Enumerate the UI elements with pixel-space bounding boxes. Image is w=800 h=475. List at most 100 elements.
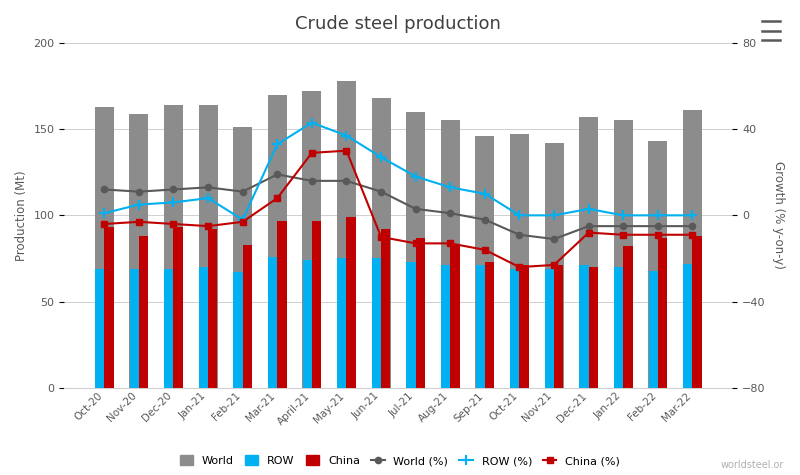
- Bar: [234, 272, 242, 388]
- ROW (%): [238, 217, 247, 222]
- Bar: [519, 266, 529, 388]
- Bar: [545, 143, 563, 388]
- Bar: [302, 260, 312, 388]
- World (%): [342, 178, 351, 184]
- ROW (%): [203, 195, 213, 201]
- Bar: [441, 266, 450, 388]
- Bar: [164, 269, 174, 388]
- China (%): [273, 195, 282, 201]
- Bar: [198, 267, 208, 388]
- Text: worldsteel.or: worldsteel.or: [721, 460, 784, 470]
- World (%): [203, 184, 213, 190]
- ROW (%): [169, 200, 178, 205]
- Bar: [683, 264, 693, 388]
- ROW (%): [480, 191, 490, 197]
- ROW (%): [134, 202, 144, 208]
- China (%): [134, 219, 144, 225]
- World (%): [273, 171, 282, 177]
- World (%): [653, 223, 662, 229]
- China (%): [169, 221, 178, 227]
- World (%): [376, 189, 386, 194]
- Bar: [693, 236, 702, 388]
- Bar: [406, 112, 425, 388]
- China (%): [307, 150, 317, 156]
- Bar: [510, 269, 519, 388]
- ROW (%): [653, 212, 662, 218]
- ROW (%): [411, 174, 421, 180]
- ROW (%): [376, 154, 386, 160]
- ROW (%): [688, 212, 698, 218]
- Bar: [450, 245, 460, 388]
- China (%): [446, 240, 455, 246]
- ROW (%): [446, 184, 455, 190]
- Bar: [337, 258, 346, 388]
- China (%): [688, 232, 698, 238]
- Bar: [614, 267, 623, 388]
- Bar: [174, 228, 183, 388]
- Bar: [416, 238, 425, 388]
- Bar: [485, 262, 494, 388]
- ROW (%): [618, 212, 628, 218]
- Bar: [441, 121, 460, 388]
- World (%): [411, 206, 421, 212]
- World (%): [550, 236, 559, 242]
- Bar: [623, 247, 633, 388]
- ROW (%): [550, 212, 559, 218]
- Bar: [649, 271, 658, 388]
- Bar: [475, 266, 485, 388]
- Bar: [164, 105, 183, 388]
- World (%): [688, 223, 698, 229]
- ROW (%): [514, 212, 524, 218]
- Bar: [302, 91, 322, 388]
- World (%): [238, 189, 247, 194]
- China (%): [618, 232, 628, 238]
- Bar: [372, 258, 381, 388]
- ROW (%): [307, 120, 317, 125]
- World (%): [307, 178, 317, 184]
- China (%): [480, 247, 490, 253]
- China (%): [550, 262, 559, 268]
- Bar: [94, 107, 114, 388]
- Bar: [475, 136, 494, 388]
- Bar: [242, 245, 252, 388]
- Bar: [579, 266, 589, 388]
- World (%): [618, 223, 628, 229]
- China (%): [238, 219, 247, 225]
- World (%): [480, 217, 490, 222]
- World (%): [169, 187, 178, 192]
- Line: ROW (%): ROW (%): [99, 118, 698, 225]
- Bar: [406, 262, 416, 388]
- China (%): [411, 240, 421, 246]
- World (%): [446, 210, 455, 216]
- Legend: World, ROW, China, World (%), ROW (%), China (%): World, ROW, China, World (%), ROW (%), C…: [177, 452, 623, 469]
- ROW (%): [584, 206, 594, 212]
- Line: China (%): China (%): [101, 148, 695, 270]
- Bar: [371, 98, 390, 388]
- Title: Crude steel production: Crude steel production: [295, 15, 502, 33]
- Bar: [381, 229, 390, 388]
- Bar: [139, 236, 148, 388]
- Bar: [233, 127, 252, 388]
- China (%): [342, 148, 351, 153]
- ROW (%): [342, 133, 351, 138]
- Bar: [589, 267, 598, 388]
- Bar: [658, 238, 667, 388]
- Bar: [683, 110, 702, 388]
- Bar: [208, 229, 218, 388]
- ROW (%): [99, 210, 109, 216]
- Bar: [579, 117, 598, 388]
- ROW (%): [273, 142, 282, 147]
- Bar: [130, 269, 139, 388]
- Bar: [268, 257, 278, 388]
- Bar: [104, 228, 114, 388]
- World (%): [514, 232, 524, 238]
- Bar: [554, 266, 563, 388]
- China (%): [203, 223, 213, 229]
- China (%): [653, 232, 662, 238]
- Bar: [545, 269, 554, 388]
- Bar: [130, 114, 148, 388]
- Bar: [312, 220, 322, 388]
- Y-axis label: Production (Mt): Production (Mt): [15, 170, 28, 261]
- Bar: [346, 217, 356, 388]
- Bar: [510, 134, 529, 388]
